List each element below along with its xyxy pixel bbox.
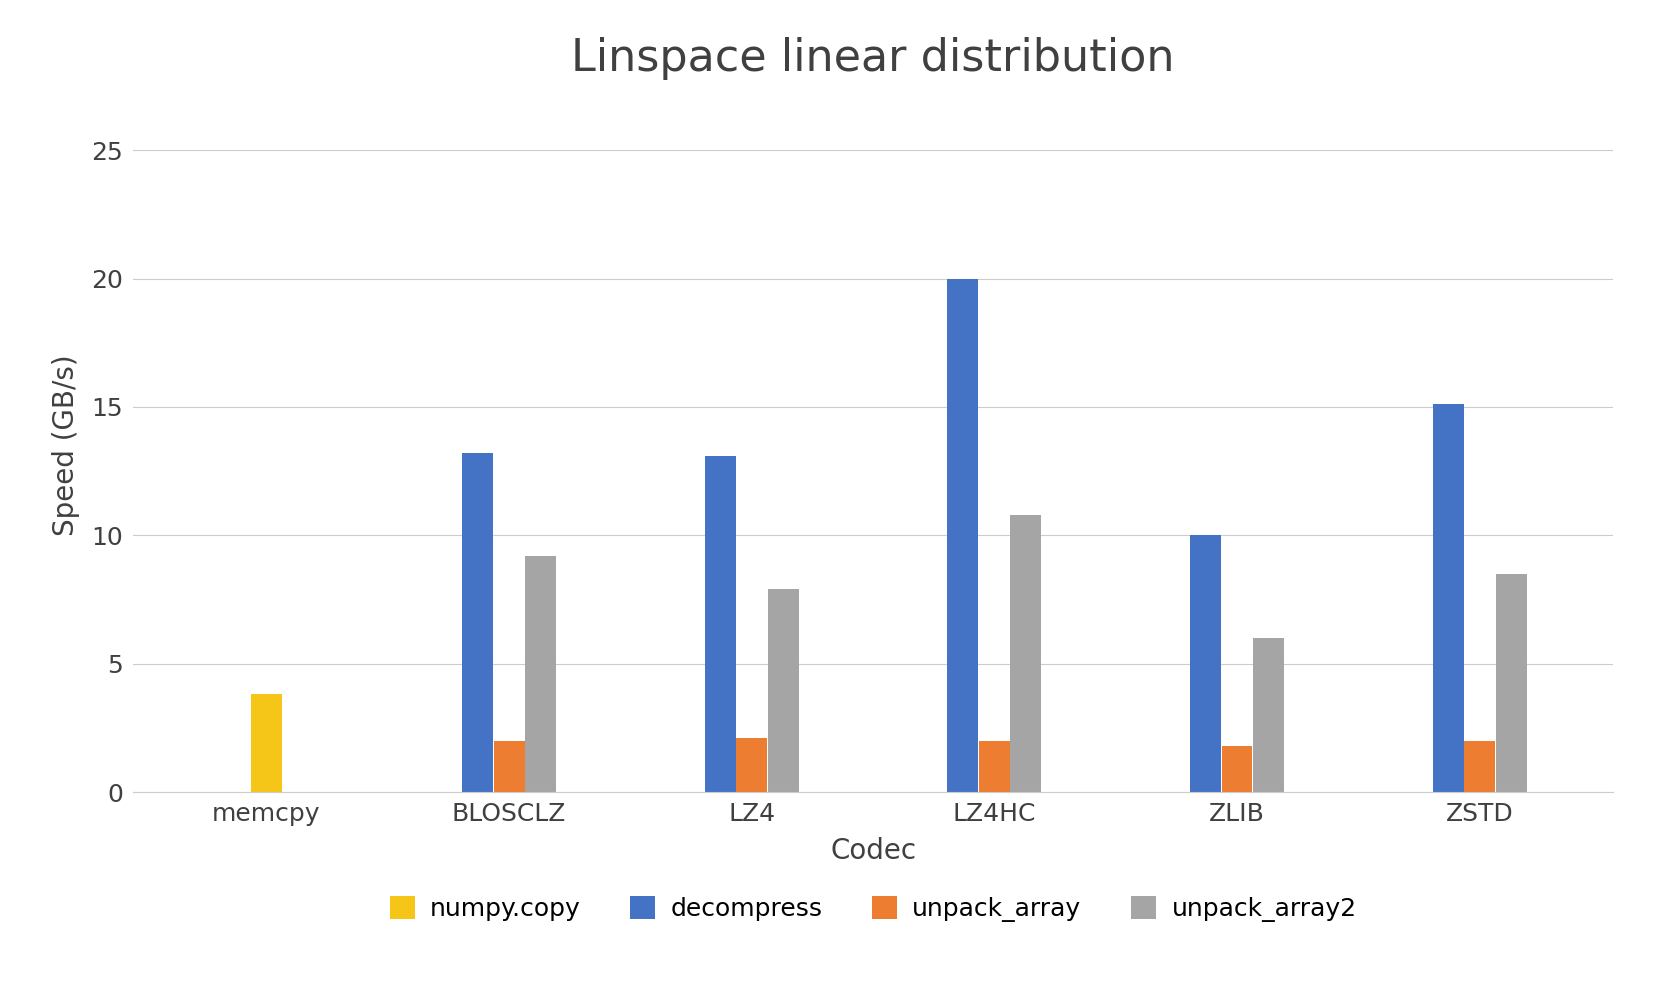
Bar xyxy=(1191,536,1221,792)
Y-axis label: Speed (GB/s): Speed (GB/s) xyxy=(52,354,80,537)
Bar xyxy=(526,555,555,792)
Bar xyxy=(251,694,283,792)
Bar xyxy=(494,741,524,792)
Bar xyxy=(1463,741,1495,792)
Bar xyxy=(737,739,767,792)
Bar xyxy=(768,589,798,792)
Title: Linspace linear distribution: Linspace linear distribution xyxy=(572,38,1174,80)
Bar xyxy=(1495,574,1527,792)
Bar xyxy=(1222,745,1252,792)
X-axis label: Codec: Codec xyxy=(830,837,916,865)
Bar xyxy=(705,455,735,792)
Bar xyxy=(948,278,978,792)
Legend: numpy.copy, decompress, unpack_array, unpack_array2: numpy.copy, decompress, unpack_array, un… xyxy=(379,886,1367,932)
Bar xyxy=(1432,405,1463,792)
Bar xyxy=(462,453,492,792)
Bar xyxy=(1254,638,1284,792)
Bar xyxy=(980,741,1009,792)
Bar xyxy=(1011,515,1041,792)
